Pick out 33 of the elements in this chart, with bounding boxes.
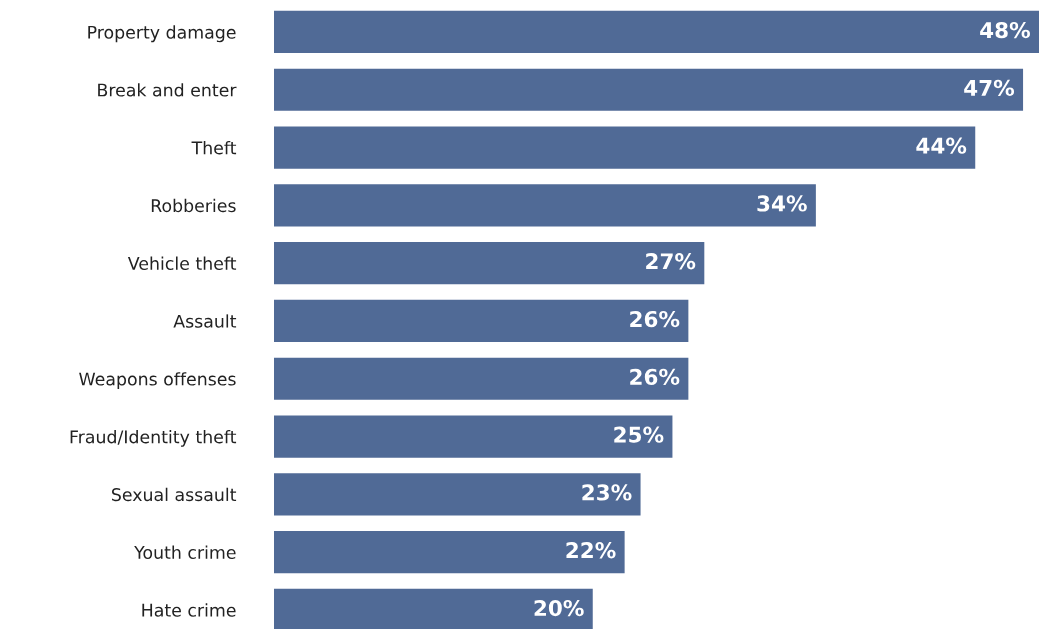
- y-tick-label: Weapons offenses: [79, 372, 236, 389]
- y-tick-label: Theft: [191, 140, 237, 155]
- data-label: 20%: [534, 599, 584, 617]
- y-tick-label: Robberies: [151, 198, 236, 213]
- bar: [274, 184, 816, 227]
- y-tick-label: Property damage: [88, 25, 236, 43]
- bar: [274, 473, 641, 516]
- y-tick-label: Youth crime: [134, 545, 236, 559]
- bar: [274, 68, 1024, 111]
- data-label: 34%: [757, 195, 807, 212]
- data-label: 44%: [916, 137, 967, 154]
- y-tick-label: Vehicle theft: [127, 256, 237, 270]
- bar: [274, 588, 593, 629]
- bar: [274, 299, 689, 343]
- data-label: 27%: [646, 253, 696, 270]
- bar: [274, 357, 689, 400]
- bar: [274, 531, 625, 574]
- data-label: 48%: [980, 21, 1030, 39]
- y-tick-label: Assault: [173, 314, 237, 328]
- y-tick-label: Sexual assault: [111, 487, 237, 502]
- data-label: 26%: [630, 368, 680, 385]
- y-tick-label: Hate crime: [142, 603, 236, 617]
- data-label: 23%: [582, 484, 632, 501]
- data-label: 47%: [964, 79, 1015, 96]
- y-tick-label: Fraud/Identity theft: [70, 429, 237, 447]
- data-label: 26%: [630, 310, 680, 328]
- bar: [274, 242, 705, 285]
- data-label: 22%: [566, 542, 616, 559]
- bar: [274, 126, 976, 169]
- data-label: 25%: [614, 426, 664, 443]
- bar: [274, 10, 1039, 54]
- bar: [274, 415, 673, 458]
- y-tick-label: Break and enter: [98, 83, 237, 97]
